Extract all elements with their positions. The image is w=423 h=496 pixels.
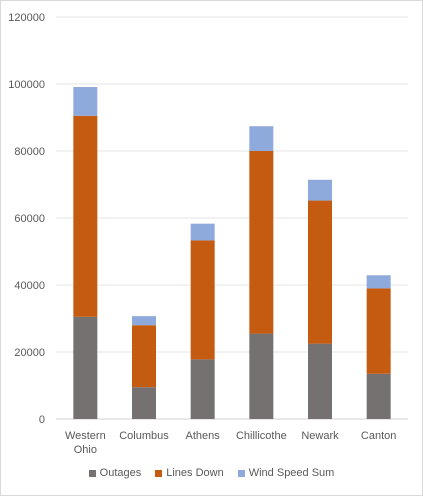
bar-segment-lines-down	[73, 115, 98, 317]
x-tick-label-line: Canton	[361, 430, 396, 442]
x-tick-label-line: Ohio	[74, 444, 97, 456]
bar-segment-wind-speed-sum	[249, 126, 274, 151]
x-tick-label: Newark	[301, 430, 339, 442]
bar-segment-outages	[73, 316, 98, 419]
x-tick-label-line: Western	[65, 430, 106, 442]
x-tick-label-line: Athens	[186, 430, 221, 442]
legend-label-wind-speed-sum: Wind Speed Sum	[248, 467, 335, 479]
legend-swatch-wind-speed-sum	[237, 469, 245, 477]
bar-segment-wind-speed-sum	[366, 275, 391, 289]
legend-label-outages: Outages	[99, 467, 142, 479]
bar-segment-lines-down	[308, 200, 332, 344]
x-tick-label-line: Chillicothe	[236, 430, 287, 442]
legend-item-lines-down: Lines Down	[155, 467, 224, 479]
legend-swatch-outages	[88, 469, 96, 477]
y-tick-label: 80000	[14, 146, 45, 158]
y-tick-label: 0	[39, 414, 45, 426]
bar-segment-outages	[249, 333, 274, 419]
y-tick-label: 60000	[14, 213, 45, 225]
x-tick-label: Canton	[361, 430, 396, 442]
x-tick-label-line: Newark	[301, 430, 339, 442]
bar-segment-outages	[190, 359, 215, 419]
bar-segment-lines-down	[132, 325, 156, 388]
legend-item-outages: Outages	[88, 467, 142, 479]
bar-segment-wind-speed-sum	[132, 316, 156, 326]
y-tick-label: 20000	[14, 347, 45, 359]
bar-segment-wind-speed-sum	[308, 179, 332, 201]
bar-segment-outages	[132, 387, 156, 419]
bar-segment-wind-speed-sum	[73, 87, 98, 116]
bar-segment-outages	[308, 343, 332, 419]
bar-segment-wind-speed-sum	[190, 223, 215, 241]
bar-segment-lines-down	[249, 151, 274, 334]
bar-segment-lines-down	[190, 240, 215, 360]
x-tick-label: Athens	[186, 430, 221, 442]
y-tick-label: 100000	[8, 79, 45, 91]
x-tick-label: Chillicothe	[236, 430, 287, 442]
legend: Outages Lines Down Wind Speed Sum	[1, 467, 422, 479]
y-tick-label: 120000	[8, 12, 45, 24]
y-tick-label: 40000	[14, 280, 45, 292]
legend-label-lines-down: Lines Down	[166, 467, 224, 479]
x-tick-label: Columbus	[119, 430, 169, 442]
bar-segment-outages	[366, 373, 391, 419]
x-tick-label: Western Ohio	[65, 430, 106, 456]
legend-swatch-lines-down	[155, 469, 163, 477]
legend-item-wind-speed-sum: Wind Speed Sum	[237, 467, 335, 479]
x-tick-label-line: Columbus	[119, 430, 169, 442]
bar-segment-lines-down	[366, 288, 391, 374]
